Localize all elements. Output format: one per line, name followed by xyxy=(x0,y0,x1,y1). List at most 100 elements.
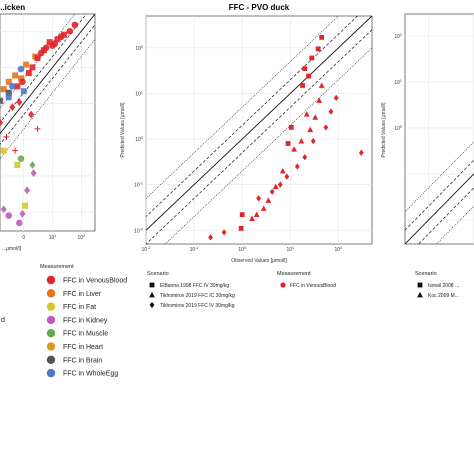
legend-right-scenario-marker-1 xyxy=(417,291,423,298)
duck-point-1-9 xyxy=(312,114,319,120)
legend-chicken-swatch-0 xyxy=(46,275,56,285)
chicken-point-8-1 xyxy=(17,155,25,162)
chicken-point-0-6 xyxy=(5,78,12,85)
duck-x-tick-2: 100 xyxy=(238,246,246,253)
duck-y-tick-2: 100 xyxy=(135,136,143,143)
legend-scenario-right: Scenario Ismail 2008 ... Koc 2009 M... xyxy=(415,271,459,299)
duck-point-0-3 xyxy=(288,125,294,130)
duck-y-tick-1-exponent: -1 xyxy=(140,182,143,186)
chicken-point-5-0 xyxy=(0,147,7,154)
duck-point-0-0 xyxy=(238,225,244,231)
chicken-point-7-2 xyxy=(19,209,26,218)
legend-duck-scenario-marker-0 xyxy=(149,282,155,288)
legend-measurement-chicken: Measurement d FFC in VenousBlood FFC in L… xyxy=(1,264,127,378)
right-y-tick-0: 102 xyxy=(394,33,402,40)
chicken-point-1-2 xyxy=(40,47,47,54)
chicken-point-6-1 xyxy=(5,212,13,219)
duck-point-2-5 xyxy=(284,173,290,180)
duck-point-0-5 xyxy=(302,66,308,72)
chicken-x-tick-0: 0 xyxy=(22,235,25,241)
duck-point-2-6 xyxy=(294,163,300,170)
chicken-point-9-0 xyxy=(29,161,36,169)
chicken-point-3-0 xyxy=(9,103,16,111)
legend-duck-scenario-label-1: Tikhomirov 2019 FFC IC 30mg/kg xyxy=(160,293,235,299)
panel-duck-x-axis-title: Observed Values [µmol/l] xyxy=(231,258,287,264)
duck-point-2-4 xyxy=(277,181,283,188)
legend-chicken-swatch-3 xyxy=(46,315,56,325)
duck-y-tick-4: 102 xyxy=(135,45,143,52)
chicken-point-3-3 xyxy=(28,110,35,119)
duck-point-1-8 xyxy=(307,126,314,133)
legend-chicken-swatch-2 xyxy=(46,302,56,311)
legend-duck-measurement-title: Measurement xyxy=(277,271,311,277)
duck-point-1-7 xyxy=(298,138,305,144)
chicken-point-0-0 xyxy=(0,86,7,93)
chicken-point-0-3 xyxy=(23,61,30,68)
panel-chicken: ...icken 0 101 102 ...µmol/l] xyxy=(0,3,96,252)
legend-chicken-label-5: FFC in Heart xyxy=(63,344,103,351)
duck-x-tick-1-exponent: -1 xyxy=(195,246,198,250)
duck-point-0-4 xyxy=(300,83,305,88)
legend-chicken-side-letter: d xyxy=(1,317,5,324)
legend-chicken-label-0: FFC in VenousBlood xyxy=(63,278,127,285)
duck-point-1-4 xyxy=(272,183,279,190)
duck-x-tick-3: 101 xyxy=(286,246,294,253)
chicken-point-12-0 xyxy=(17,65,25,73)
duck-fivefold-lower-line xyxy=(164,47,372,244)
duck-y-tick-3: 101 xyxy=(135,90,143,97)
chicken-point-2-7 xyxy=(51,40,59,48)
chicken-point-4-1 xyxy=(12,147,19,154)
legend-chicken-swatch-4 xyxy=(46,329,56,338)
duck-point-2-11 xyxy=(333,94,339,102)
chicken-point-1-4 xyxy=(54,36,61,43)
duck-point-2-3 xyxy=(269,188,275,195)
legend-chicken-swatch-7 xyxy=(46,368,56,378)
legend-right-scenario-label-1: Koc 2009 M... xyxy=(428,293,459,299)
right-y-tick-1: 101 xyxy=(394,79,402,86)
chicken-point-2-3 xyxy=(66,27,74,35)
legend-duck-scenario-label-2: Tikhomirov 2019 FFC IV 30mg/kg xyxy=(160,303,235,309)
chicken-point-10-0 xyxy=(5,89,12,96)
duck-point-0-6 xyxy=(309,55,315,61)
legend-chicken-swatch-1 xyxy=(46,289,56,298)
legend-duck-scenario-marker-2 xyxy=(149,301,155,309)
duck-y-tick-0-exponent: -2 xyxy=(140,227,143,231)
legend-right-scenario-label-0: Ismail 2008 ... xyxy=(428,283,459,289)
chicken-point-4-0 xyxy=(3,133,10,140)
duck-point-0-9 xyxy=(306,73,311,79)
panel-duck-frame xyxy=(145,15,373,245)
legend-chicken-items: FFC in VenousBlood FFC in Liver FFC in Fat… xyxy=(46,275,127,378)
duck-point-2-7 xyxy=(302,154,308,161)
legend-chicken-label-3: FFC in Kidney xyxy=(63,317,108,324)
duck-x-tick-4: 102 xyxy=(335,246,343,253)
chicken-x-tick-2-exponent: 2 xyxy=(83,234,85,238)
legend-duck-scenario-marker-1 xyxy=(149,291,155,298)
chicken-point-10-1 xyxy=(0,97,4,104)
chicken-point-1-5 xyxy=(60,31,67,38)
duck-point-2-12 xyxy=(358,149,364,156)
legend-right-scenario-items: Ismail 2008 ... Koc 2009 M... xyxy=(417,282,459,299)
chicken-x-tick-1-exponent: 1 xyxy=(54,234,56,238)
chicken-point-2-4 xyxy=(71,21,79,29)
panel-duck-reference-lines xyxy=(146,16,372,244)
chicken-point-12-1 xyxy=(9,83,16,90)
panel-duck-title: FFC - PVO duck xyxy=(229,3,290,12)
chicken-point-7-1 xyxy=(30,169,37,177)
chicken-point-0-4 xyxy=(17,75,24,82)
panel-chicken-title: ...icken xyxy=(0,3,25,12)
chicken-point-7-3 xyxy=(0,205,7,214)
duck-x-tick-2-exponent: 0 xyxy=(244,246,246,250)
panel-chicken-points xyxy=(0,21,79,227)
duck-point-1-11 xyxy=(318,82,325,88)
chicken-point-2-0 xyxy=(37,49,45,57)
legend-duck-scenario-title: Scenario xyxy=(147,271,169,277)
chicken-x-tick-1: 101 xyxy=(49,234,57,241)
chicken-point-1-1 xyxy=(34,55,41,62)
duck-x-tick-4-exponent: 2 xyxy=(340,246,342,250)
duck-point-1-6 xyxy=(291,146,297,152)
panel-chicken-x-axis-title: ...µmol/l] xyxy=(2,246,22,252)
duck-x-tick-0: 10-2 xyxy=(142,246,151,253)
